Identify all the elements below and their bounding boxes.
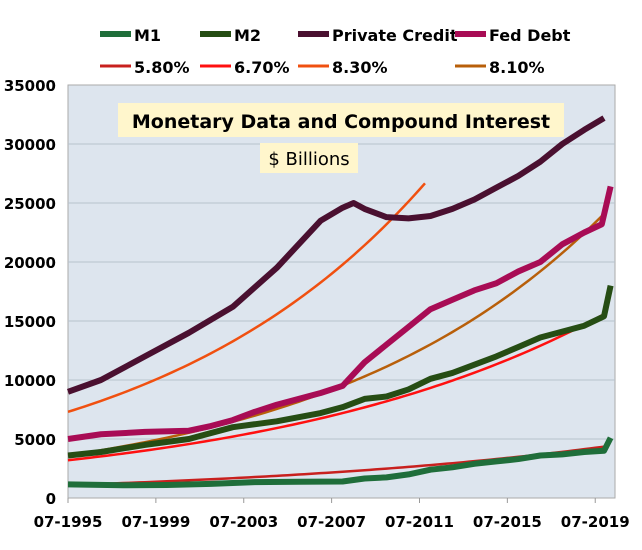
legend-label: Fed Debt bbox=[489, 26, 571, 45]
y-tick-label: 5000 bbox=[14, 431, 56, 449]
x-tick-label: 07-2003 bbox=[209, 513, 278, 531]
x-tick-label: 07-2011 bbox=[385, 513, 454, 531]
y-tick-label: 20000 bbox=[4, 254, 56, 272]
legend-label: M2 bbox=[234, 26, 261, 45]
legend-label: Private Credit bbox=[332, 26, 458, 45]
x-tick-label: 07-2019 bbox=[561, 513, 630, 531]
x-tick-label: 07-2007 bbox=[297, 513, 366, 531]
y-tick-label: 35000 bbox=[4, 77, 56, 95]
chart-title: Monetary Data and Compound Interest bbox=[132, 111, 550, 133]
y-tick-label: 10000 bbox=[4, 372, 56, 390]
legend-label: 8.10% bbox=[489, 58, 545, 77]
legend-label: 5.80% bbox=[134, 58, 190, 77]
legend-label: 8.30% bbox=[332, 58, 388, 77]
chart-subtitle: $ Billions bbox=[268, 149, 349, 170]
y-tick-label: 0 bbox=[46, 490, 56, 508]
legend-label: 6.70% bbox=[234, 58, 290, 77]
y-tick-label: 30000 bbox=[4, 136, 56, 154]
x-tick-label: 07-1999 bbox=[121, 513, 190, 531]
y-tick-label: 25000 bbox=[4, 195, 56, 213]
x-tick-label: 07-1995 bbox=[34, 513, 103, 531]
legend-label: M1 bbox=[134, 26, 161, 45]
y-tick-label: 15000 bbox=[4, 313, 56, 331]
x-tick-label: 07-2015 bbox=[473, 513, 542, 531]
